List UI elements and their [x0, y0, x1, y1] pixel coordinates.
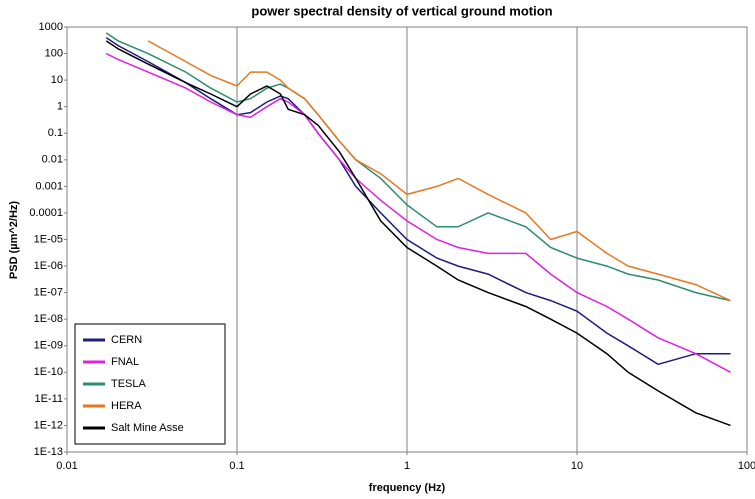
- y-tick-label: 0.001: [35, 180, 63, 192]
- x-tick-label: 0.1: [229, 460, 244, 472]
- legend-label: CERN: [111, 334, 142, 346]
- y-tick-label: 1E-10: [34, 366, 63, 378]
- y-tick-label: 1E-07: [34, 287, 63, 299]
- y-tick-label: 0.1: [48, 127, 63, 139]
- legend-label: FNAL: [111, 356, 139, 368]
- y-tick-label: 1E-13: [34, 446, 63, 458]
- y-tick-label: 1E-12: [34, 419, 63, 431]
- x-axis-label: frequency (Hz): [369, 482, 446, 494]
- y-tick-label: 0.0001: [29, 207, 63, 219]
- legend-label: TESLA: [111, 378, 147, 390]
- series-line: [105, 32, 731, 302]
- y-axis-label: PSD (µm^2/Hz): [8, 201, 20, 279]
- x-tick-label: 1: [404, 460, 410, 472]
- chart-title: power spectral density of vertical groun…: [251, 3, 552, 18]
- series-line: [147, 40, 731, 302]
- legend: CERN FNAL TESLA HERA Salt Mine Asse: [74, 323, 226, 445]
- y-tick-label: 1: [57, 101, 63, 113]
- y-tick-label: 0.01: [42, 154, 63, 166]
- y-tick-label: 1E-09: [34, 340, 63, 352]
- legend-label: Salt Mine Asse: [111, 422, 184, 434]
- series-line: [105, 36, 731, 366]
- x-tick-label: 100: [738, 460, 755, 472]
- y-tick-label: 1E-05: [34, 233, 63, 245]
- y-tick-label: 1000: [39, 21, 63, 33]
- y-tick-label: 1E-08: [34, 313, 63, 325]
- y-tick-label: 10: [51, 74, 63, 86]
- series-line: [105, 40, 731, 427]
- y-tick-label: 1E-06: [34, 260, 63, 272]
- x-tick-label: 10: [571, 460, 583, 472]
- legend-label: HERA: [111, 400, 142, 412]
- y-tick-label: 1E-11: [34, 393, 63, 405]
- y-tick-label: 100: [45, 47, 63, 59]
- x-tick-label: 0.01: [56, 460, 77, 472]
